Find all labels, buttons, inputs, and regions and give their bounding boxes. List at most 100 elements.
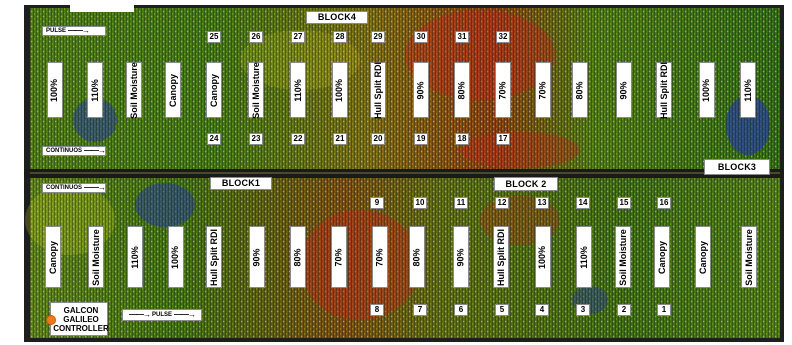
treatment-label-upper: 70%	[495, 62, 511, 118]
treatment-label-upper-text: 90%	[618, 80, 629, 100]
plot-number: 32	[496, 31, 510, 43]
treatment-label-upper: Canopy	[165, 62, 181, 118]
treatment-label-upper-text: 80%	[456, 80, 467, 100]
plot-number: 15	[617, 197, 631, 209]
plot-number: 31	[455, 31, 469, 43]
plot-number: 29	[371, 31, 385, 43]
treatment-label-upper: 110%	[290, 62, 306, 118]
plot-number: 6	[454, 304, 468, 316]
block2-label: BLOCK 2	[494, 177, 558, 191]
arrow-right-icon: ——→	[128, 310, 151, 319]
treatment-label-lower: Canopy	[45, 226, 61, 288]
controller-marker-icon	[46, 315, 56, 325]
treatment-label-lower-text: 110%	[129, 245, 140, 269]
continuous-label-top: CONTINUOS ——→	[42, 146, 106, 156]
plot-number: 23	[249, 133, 263, 145]
treatment-label-upper: 70%	[535, 62, 551, 118]
plot-number: 19	[414, 133, 428, 145]
treatment-label-upper: Canopy	[206, 62, 222, 118]
pulse-label-bottom: ——→ PULSE ——→	[122, 309, 202, 321]
block1-label: BLOCK1	[210, 177, 272, 190]
plot-number: 1	[657, 304, 671, 316]
plot-number: 2	[617, 304, 631, 316]
treatment-label-lower-text: Soil Moisture	[743, 228, 754, 286]
treatment-label-upper-text: Soil Moisture	[128, 61, 139, 119]
arrow-right-icon: ——→	[84, 146, 106, 155]
treatment-label-lower-text: 100%	[537, 245, 548, 269]
plot-number: 17	[496, 133, 510, 145]
treatment-label-lower-text: Hull Split RDI	[208, 228, 219, 286]
block4-label: BLOCK4	[306, 11, 368, 24]
plot-number: 28	[333, 31, 347, 43]
treatment-label-upper-text: Canopy	[167, 73, 178, 107]
treatment-label-lower-text: 90%	[251, 247, 262, 267]
plot-number: 3	[576, 304, 590, 316]
treatment-label-upper: 110%	[87, 62, 103, 118]
treatment-label-upper-text: Canopy	[208, 73, 219, 107]
treatment-label-lower: 110%	[127, 226, 143, 288]
treatment-label-lower: 100%	[168, 226, 184, 288]
plot-number: 20	[371, 133, 385, 145]
plot-number: 8	[370, 304, 384, 316]
plot-number: 16	[657, 197, 671, 209]
treatment-label-upper-text: 100%	[334, 78, 345, 102]
treatment-label-upper-text: Hull Split RDI	[372, 61, 383, 119]
block3-label: BLOCK3	[704, 159, 770, 175]
treatment-label-lower: 70%	[372, 226, 388, 288]
treatment-label-upper-text: 70%	[537, 80, 548, 100]
treatment-label-lower: 100%	[535, 226, 551, 288]
treatment-label-upper: 90%	[616, 62, 632, 118]
treatment-label-lower-text: 80%	[411, 247, 422, 267]
plot-number: 21	[333, 133, 347, 145]
treatment-label-lower: 80%	[409, 226, 425, 288]
plot-number: 9	[370, 197, 384, 209]
treatment-label-upper: Hull Split RDI	[370, 61, 386, 119]
treatment-label-lower: 90%	[249, 226, 265, 288]
image-corner-mask	[70, 0, 134, 12]
plot-number: 24	[207, 133, 221, 145]
upper-tree-rows	[30, 8, 780, 170]
treatment-label-lower: Hull Split RDI	[493, 226, 509, 288]
treatment-label-lower: Canopy	[654, 226, 670, 288]
plot-number: 11	[454, 197, 468, 209]
treatment-label-lower-text: 110%	[578, 245, 589, 269]
treatment-label-upper-text: 100%	[49, 78, 60, 102]
treatment-label-upper: Hull Split RDI	[656, 61, 672, 119]
treatment-label-lower-text: 90%	[455, 247, 466, 267]
treatment-label-lower-text: Canopy	[697, 240, 708, 274]
treatment-label-upper: 90%	[413, 62, 429, 118]
treatment-label-upper-text: 110%	[292, 78, 303, 102]
plot-number: 26	[249, 31, 263, 43]
galcon-controller-label: GALCON GALILEO CONTROLLER	[50, 302, 109, 336]
treatment-label-lower-text: Soil Moisture	[617, 228, 628, 286]
treatment-label-lower-text: 70%	[333, 247, 344, 267]
plot-number: 25	[207, 31, 221, 43]
continuous-label-bottom: CONTINUOS ——→	[42, 183, 106, 193]
treatment-label-upper-text: Soil Moisture	[250, 61, 261, 119]
plot-number: 12	[495, 197, 509, 209]
treatment-label-upper-text: 110%	[89, 78, 100, 102]
plot-number: 7	[413, 304, 427, 316]
treatment-label-upper: 100%	[699, 62, 715, 118]
pulse-label-top: PULSE ——→	[42, 26, 106, 36]
plot-number: 10	[413, 197, 427, 209]
treatment-label-lower: Soil Moisture	[615, 226, 631, 288]
arrow-right-icon: ——→	[68, 26, 90, 35]
plot-number: 27	[291, 31, 305, 43]
treatment-label-lower: 80%	[290, 226, 306, 288]
plot-number: 18	[455, 133, 469, 145]
treatment-label-lower: 70%	[331, 226, 347, 288]
treatment-label-upper: 80%	[454, 62, 470, 118]
treatment-label-lower-text: 70%	[374, 247, 385, 267]
plot-number: 22	[291, 133, 305, 145]
treatment-label-upper-text: 100%	[701, 78, 712, 102]
treatment-label-lower: Soil Moisture	[88, 226, 104, 288]
treatment-label-upper-text: 70%	[497, 80, 508, 100]
treatment-label-lower: 90%	[453, 226, 469, 288]
plot-number: 30	[414, 31, 428, 43]
treatment-label-upper-text: Hull Split RDI	[658, 61, 669, 119]
plot-number: 13	[535, 197, 549, 209]
plot-number: 4	[535, 304, 549, 316]
